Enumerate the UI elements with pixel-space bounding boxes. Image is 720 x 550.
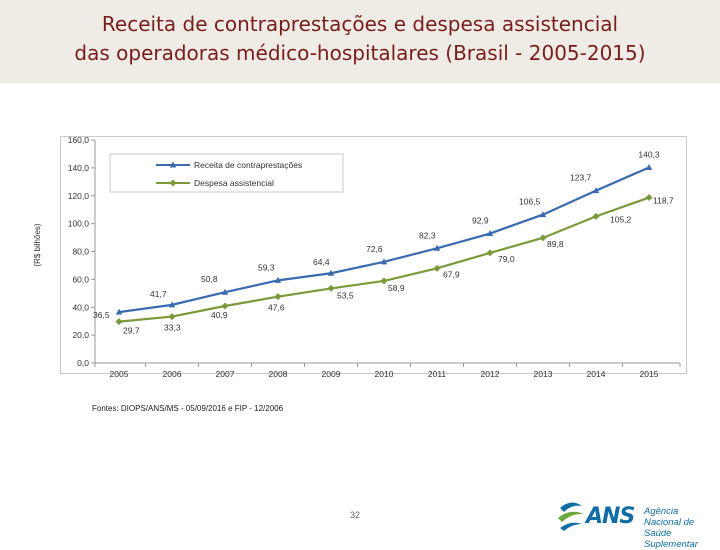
receita-data-point — [274, 276, 282, 283]
logo-subtitle: Agência Nacional de Saúde Suplementar — [644, 506, 716, 550]
despesa-data-label: 53,5 — [337, 290, 354, 300]
y-tick-label: 140,0 — [68, 163, 90, 173]
despesa-data-label: 40,9 — [211, 310, 228, 320]
logo-subtitle-line-1: Agência Nacional de — [644, 506, 695, 528]
despesa-data-point — [539, 234, 547, 242]
title-line-1: Receita de contraprestações e despesa as… — [101, 12, 619, 36]
despesa-data-point — [115, 318, 123, 326]
legend-label: Despesa assistencial — [194, 178, 274, 188]
x-tick-label: 2012 — [481, 369, 500, 379]
x-tick-label: 2011 — [428, 369, 447, 379]
y-tick-label: 40,0 — [72, 302, 89, 312]
despesa-data-label: 47,6 — [268, 303, 285, 313]
page-title: Receita de contraprestações e despesa as… — [0, 10, 720, 68]
header-band — [0, 0, 720, 83]
despesa-data-label: 29,7 — [123, 326, 140, 336]
logo-wordmark: ANS — [586, 504, 635, 529]
despesa-data-point — [433, 264, 441, 272]
receita-data-point — [433, 244, 441, 251]
x-tick-label: 2007 — [216, 369, 235, 379]
despesa-data-label: 89,8 — [547, 239, 564, 249]
despesa-data-point — [221, 302, 229, 310]
x-tick-label: 2010 — [375, 369, 394, 379]
line-chart: 0,0 20,0 40,0 60,0 80,0 100,0 120,0 140,0 160,0 2… — [33, 135, 681, 379]
logo-subtitle-line-2: Saúde Suplementar — [644, 528, 698, 550]
x-tick-label: 2009 — [322, 369, 341, 379]
x-tick-label: 2015 — [640, 369, 659, 379]
legend-label: Receita de contraprestações — [194, 160, 302, 170]
receita-data-label: 64,4 — [313, 257, 330, 267]
receita-data-label: 41,7 — [150, 289, 167, 299]
receita-data-point — [327, 269, 335, 276]
ans-logo: ANS Agência Nacional de Saúde Suplementa… — [556, 496, 716, 550]
legend-diamond-marker-icon — [169, 179, 177, 187]
despesa-data-point — [327, 284, 335, 292]
x-tick-label: 2008 — [269, 369, 288, 379]
despesa-data-point — [274, 293, 282, 301]
y-axis-title: (R$ bilhões) — [33, 223, 42, 266]
y-tick-label: 160,0 — [68, 135, 90, 145]
despesa-data-point — [380, 277, 388, 285]
source-note: Fontes: DIOPS/ANS/MS - 05/09/2016 e FIP … — [92, 404, 284, 413]
despesa-data-point — [645, 194, 653, 202]
receita-data-label: 123,7 — [570, 173, 592, 183]
page-number: 32 — [350, 510, 361, 520]
despesa-data-point — [486, 249, 494, 257]
receita-data-point — [486, 230, 494, 237]
title-line-2: das operadoras médico-hospitalares (Bras… — [74, 41, 646, 65]
receita-data-point — [168, 301, 176, 308]
y-tick-label: 120,0 — [68, 191, 90, 201]
receita-data-point — [221, 288, 229, 295]
legend-box — [109, 153, 344, 193]
receita-data-point — [645, 163, 653, 170]
legend-triangle-marker-icon — [169, 161, 177, 168]
despesa-data-label: 58,9 — [388, 283, 405, 293]
despesa-data-label: 118,7 — [653, 196, 674, 206]
receita-data-label: 140,3 — [638, 149, 660, 159]
x-tick-label: 2006 — [163, 369, 182, 379]
receita-data-label: 50,8 — [201, 274, 218, 284]
receita-data-point — [539, 211, 547, 218]
despesa-data-label: 79,0 — [498, 254, 515, 264]
y-tick-label: 100,0 — [68, 219, 90, 229]
x-tick-label: 2005 — [110, 369, 129, 379]
receita-data-point — [592, 187, 600, 194]
receita-data-label: 106,5 — [519, 197, 541, 207]
y-tick-label: 80,0 — [72, 247, 89, 257]
receita-data-label: 92,9 — [472, 216, 489, 226]
receita-data-label: 59,3 — [258, 262, 275, 272]
despesa-data-label: 33,3 — [164, 323, 181, 333]
receita-data-point — [380, 258, 388, 265]
receita-data-label: 36,5 — [93, 310, 110, 320]
receita-data-label: 82,3 — [419, 230, 436, 240]
y-tick-label: 0,0 — [77, 358, 89, 368]
y-tick-label: 20,0 — [72, 330, 89, 340]
despesa-data-label: 105,2 — [610, 214, 632, 224]
receita-data-label: 72,6 — [366, 244, 383, 254]
x-tick-label: 2014 — [587, 369, 606, 379]
receita-data-point — [115, 308, 123, 315]
despesa-data-label: 67,9 — [443, 269, 460, 279]
ans-logo-mark-icon — [558, 502, 584, 531]
despesa-data-point — [168, 313, 176, 321]
despesa-data-point — [592, 212, 600, 220]
x-tick-label: 2013 — [534, 369, 553, 379]
y-tick-label: 60,0 — [72, 274, 89, 284]
